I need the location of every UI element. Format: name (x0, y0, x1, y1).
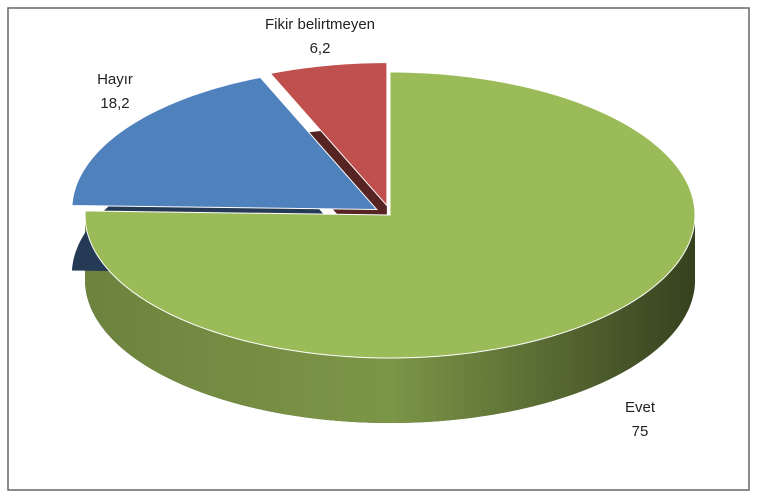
slice-side (85, 215, 695, 423)
slice-value-label: 18,2 (100, 95, 129, 112)
slice-value-label: 6,2 (310, 40, 331, 57)
slice (269, 62, 388, 207)
slice (71, 76, 378, 211)
slice-value-label: 75 (632, 423, 649, 440)
slice (84, 71, 696, 359)
slice-label: Fikir belirtmeyen (265, 16, 375, 33)
slice-label: Evet (625, 399, 656, 416)
slice-label: Hayır (97, 71, 133, 88)
